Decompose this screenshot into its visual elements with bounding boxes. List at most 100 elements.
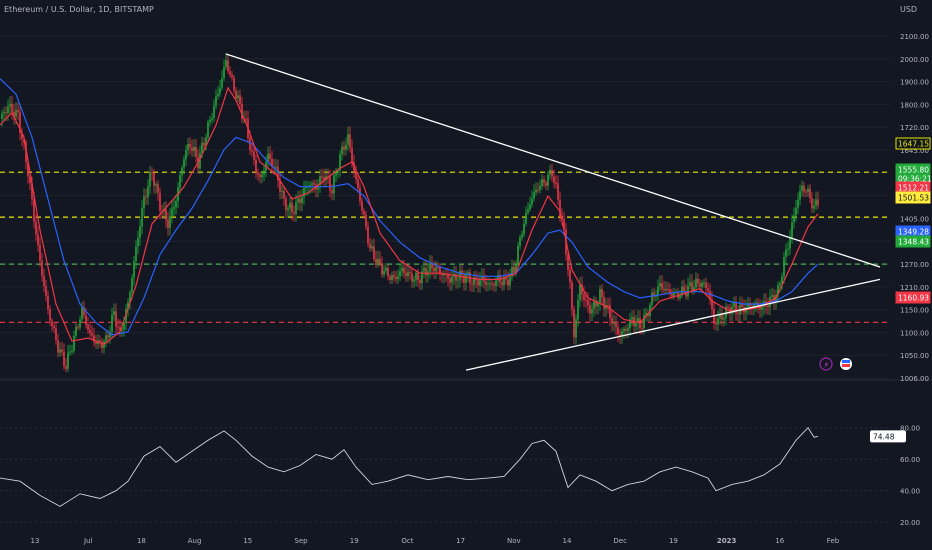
- rsi-axis[interactable]: 80.00 60.00 40.00 20.00: [900, 425, 920, 527]
- candle-body: [725, 306, 727, 318]
- lightning-glyph: ⚡: [824, 361, 830, 370]
- candle-body: [325, 176, 327, 180]
- candle-body: [511, 266, 513, 277]
- candle-body: [689, 282, 691, 286]
- candle-body: [223, 67, 225, 79]
- candle-body: [389, 276, 391, 280]
- candle-body: [221, 78, 223, 88]
- time-tick-label: Sep: [294, 537, 308, 545]
- candle-body: [755, 302, 757, 304]
- candle-body: [423, 267, 425, 272]
- candle-body: [801, 185, 803, 191]
- candle-body: [695, 278, 697, 288]
- candle-body: [709, 290, 711, 300]
- candle-body: [393, 275, 395, 278]
- candle-body: [711, 299, 713, 309]
- candle-body: [781, 276, 783, 284]
- candle-body: [727, 306, 729, 308]
- candle-body: [733, 302, 735, 307]
- candle-body: [573, 309, 575, 338]
- candle-body: [75, 326, 77, 336]
- candle-body: [289, 202, 291, 209]
- candle-body: [795, 207, 797, 216]
- candle-body: [105, 335, 107, 342]
- candle-body: [499, 275, 501, 283]
- candle-body: [673, 291, 675, 297]
- candle-body: [385, 267, 387, 271]
- candle-body: [127, 302, 129, 310]
- candle-body: [605, 305, 607, 309]
- candle-body: [129, 292, 131, 303]
- candle-body: [87, 324, 89, 330]
- event-icons[interactable]: ⚡: [819, 357, 852, 371]
- candle-body: [809, 188, 811, 199]
- candle-body: [365, 214, 367, 227]
- candle-body: [123, 322, 125, 330]
- candle-body: [661, 283, 663, 289]
- time-tick-label: Nov: [507, 537, 521, 545]
- candle-body: [211, 117, 213, 120]
- candle-body: [119, 327, 121, 330]
- candle-body: [623, 328, 625, 332]
- lightning-icon[interactable]: [819, 357, 833, 371]
- candle-body: [193, 147, 195, 151]
- candle-body: [241, 104, 243, 119]
- candle-body: [397, 276, 399, 279]
- candle-body: [89, 329, 91, 334]
- price-label-text: 1647.15: [898, 140, 929, 149]
- candle-body: [687, 285, 689, 297]
- candle-body: [545, 182, 547, 186]
- candle-body: [109, 331, 111, 338]
- candle-body: [139, 226, 141, 238]
- candle-body: [407, 272, 409, 277]
- candle-body: [467, 272, 469, 275]
- candle-body: [491, 283, 493, 285]
- candle-body: [121, 329, 123, 331]
- candle-body: [387, 267, 389, 277]
- candle-body: [263, 170, 265, 175]
- candle-body: [379, 258, 381, 264]
- candle-body: [611, 318, 613, 324]
- candle-body: [523, 223, 525, 235]
- candle-body: [375, 258, 377, 266]
- candle-body: [17, 109, 19, 113]
- time-tick-label: 14: [563, 537, 572, 545]
- candle-body: [681, 286, 683, 296]
- candle-body: [489, 283, 491, 285]
- candle-body: [495, 280, 497, 286]
- time-tick-label: 16: [775, 537, 784, 545]
- moving-averages: [0, 78, 819, 345]
- trendline: [465, 278, 881, 371]
- candle-body: [199, 152, 201, 169]
- candle-body: [811, 198, 813, 209]
- candle-body: [501, 282, 503, 286]
- candle-body: [391, 275, 393, 280]
- candle-body: [257, 172, 259, 175]
- candle-body: [447, 273, 449, 279]
- candle-body: [653, 292, 655, 297]
- candle-body: [493, 283, 495, 286]
- candle-body: [319, 176, 321, 186]
- candle-body: [635, 323, 637, 327]
- candle-body: [531, 198, 533, 205]
- candle-body: [409, 272, 411, 274]
- price-label-text: 1160.93: [898, 294, 929, 303]
- candle-body: [767, 305, 769, 308]
- candle-body: [95, 341, 97, 344]
- candle-body: [599, 289, 601, 303]
- candle-body: [201, 142, 203, 153]
- candle-body: [817, 199, 819, 206]
- candle-body: [479, 279, 481, 286]
- candle-body: [331, 190, 333, 194]
- candle-body: [629, 319, 631, 329]
- candle-body: [585, 299, 587, 301]
- candle-body: [113, 311, 115, 315]
- candle-body: [195, 147, 197, 157]
- price-tick-label: 1800.00: [900, 101, 929, 109]
- candle-body: [47, 295, 49, 310]
- candle-body: [571, 282, 573, 310]
- candle-body: [557, 183, 559, 200]
- time-axis[interactable]: 13 Jul 18 Aug 15 Sep 19 Oct 17 Nov 14 Dec 19 2023 16 Fe…: [31, 537, 840, 545]
- candle-body: [253, 151, 255, 160]
